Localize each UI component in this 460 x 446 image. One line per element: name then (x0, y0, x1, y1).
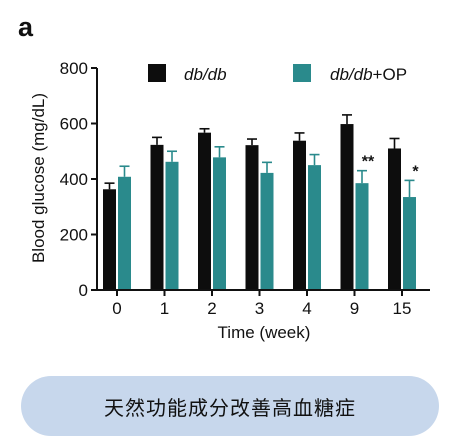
panel-label: a (18, 12, 34, 42)
bar-db-db-week-2 (198, 132, 211, 290)
bar-db-db-op-week-0 (118, 176, 131, 290)
y-axis-title: Blood glucose (mg/dL) (29, 93, 48, 263)
bars-group: *** (103, 114, 419, 291)
bar-db-db-week-1 (150, 144, 164, 290)
x-axis-title: Time (week) (218, 323, 311, 342)
bar-db-db-op-week-3 (260, 172, 274, 290)
y-tick-label: 200 (60, 226, 88, 245)
x-tick-label: 4 (302, 299, 311, 318)
significance-marker: ** (362, 154, 375, 171)
legend-label-db-db-op: db/db+OP (330, 65, 407, 84)
bar-db-db-op-week-2 (213, 157, 226, 290)
x-tick-label: 1 (160, 299, 169, 318)
x-tick-label: 0 (112, 299, 121, 318)
x-tick-label: 15 (393, 299, 412, 318)
significance-marker: * (412, 163, 419, 180)
caption-text: 天然功能成分改善高血糖症 (104, 395, 356, 420)
axes-group: 0 200 400 600 800 0 1 2 3 4 9 15 (60, 59, 430, 318)
legend-swatch-db-db (148, 64, 166, 82)
caption-banner: 天然功能成分改善高血糖症 (21, 376, 439, 436)
bar-db-db-week-0 (103, 189, 116, 290)
x-tick-label: 9 (350, 299, 359, 318)
bar-db-db-week-3 (245, 145, 259, 290)
y-tick-label: 600 (60, 115, 88, 134)
bar-db-db-op-week-15 (403, 197, 416, 290)
legend-label-db-db: db/db (184, 65, 227, 84)
y-tick-label: 0 (79, 281, 88, 300)
bar-db-db-week-4 (293, 140, 306, 290)
bar-db-db-op-week-9 (355, 183, 369, 290)
y-tick-label: 800 (60, 59, 88, 78)
bar-db-db-week-9 (340, 124, 354, 291)
bar-db-db-op-week-1 (165, 161, 179, 290)
x-tick-label: 2 (207, 299, 216, 318)
y-tick-label: 400 (60, 170, 88, 189)
bar-db-db-week-15 (388, 148, 401, 290)
x-tick-label: 3 (255, 299, 264, 318)
legend: db/db db/db+OP (148, 64, 407, 84)
legend-swatch-db-db-op (293, 64, 311, 82)
bar-db-db-op-week-4 (308, 165, 321, 290)
